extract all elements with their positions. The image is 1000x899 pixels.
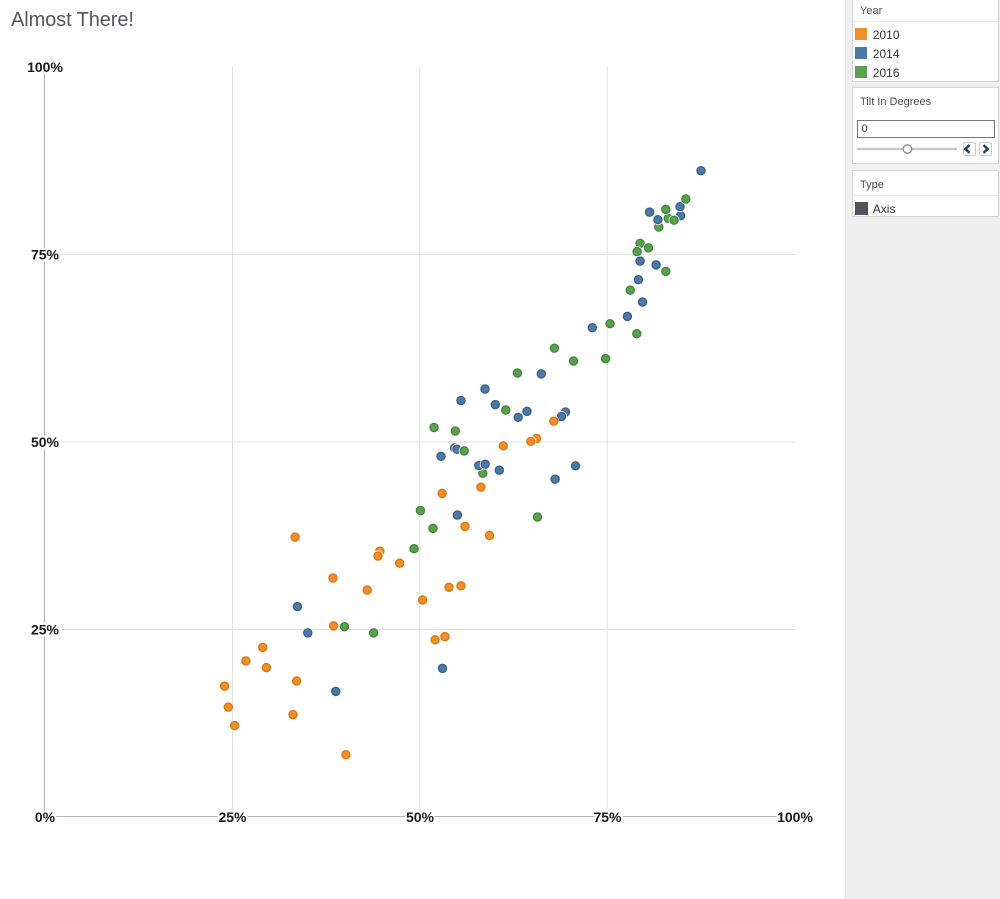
svg-text:75%: 75% [31,247,60,263]
svg-text:50%: 50% [406,809,435,825]
svg-text:100%: 100% [777,809,813,825]
svg-text:50%: 50% [31,434,60,450]
svg-text:100%: 100% [27,59,63,75]
svg-text:25%: 25% [218,809,247,825]
svg-text:0%: 0% [35,809,56,825]
svg-text:25%: 25% [31,622,60,638]
svg-text:75%: 75% [593,809,622,825]
